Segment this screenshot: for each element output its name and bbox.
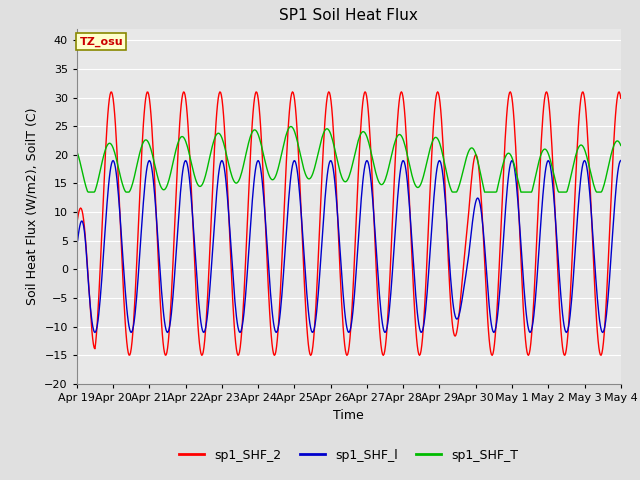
sp1_SHF_2 <box>417 351 424 357</box>
sp1_SHF_T <box>84 189 92 195</box>
sp1_SHF_T <box>417 182 424 188</box>
Line: sp1_SHF_l: sp1_SHF_l <box>77 161 621 333</box>
sp1_SHF_l <box>73 244 81 250</box>
sp1_SHF_T <box>617 143 625 148</box>
sp1_SHF_l <box>431 178 439 184</box>
sp1_SHF_2 <box>139 133 147 139</box>
sp1_SHF_2 <box>73 221 81 227</box>
sp1_SHF_l <box>223 194 231 200</box>
Text: TZ_osu: TZ_osu <box>79 37 123 47</box>
sp1_SHF_T <box>73 148 81 154</box>
sp1_SHF_2 <box>433 93 440 99</box>
Legend: sp1_SHF_2, sp1_SHF_l, sp1_SHF_T: sp1_SHF_2, sp1_SHF_l, sp1_SHF_T <box>174 444 524 467</box>
Y-axis label: Soil Heat Flux (W/m2), SoilT (C): Soil Heat Flux (W/m2), SoilT (C) <box>26 108 38 305</box>
sp1_SHF_2 <box>397 89 405 95</box>
Line: sp1_SHF_2: sp1_SHF_2 <box>77 92 621 355</box>
sp1_SHF_T <box>195 183 202 189</box>
sp1_SHF_l <box>195 298 202 304</box>
sp1_SHF_T <box>433 134 440 140</box>
X-axis label: Time: Time <box>333 408 364 421</box>
sp1_SHF_2 <box>416 352 424 358</box>
sp1_SHF_l <box>416 325 424 331</box>
sp1_SHF_l <box>91 330 99 336</box>
sp1_SHF_T <box>83 186 90 192</box>
sp1_SHF_T <box>223 156 231 161</box>
sp1_SHF_l <box>140 200 147 205</box>
sp1_SHF_T <box>140 139 147 145</box>
sp1_SHF_2 <box>83 252 90 257</box>
Title: SP1 Soil Heat Flux: SP1 Soil Heat Flux <box>280 9 418 24</box>
sp1_SHF_2 <box>223 165 230 171</box>
Line: sp1_SHF_T: sp1_SHF_T <box>77 127 621 192</box>
sp1_SHF_T <box>287 124 295 130</box>
sp1_SHF_l <box>617 158 625 164</box>
sp1_SHF_l <box>83 254 90 260</box>
sp1_SHF_2 <box>617 96 625 101</box>
sp1_SHF_2 <box>194 321 202 327</box>
